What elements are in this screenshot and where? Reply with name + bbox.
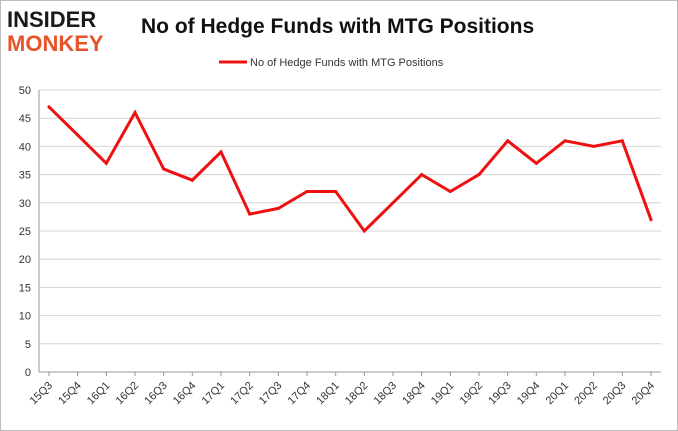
x-tick-label: 18Q3	[372, 380, 400, 408]
chart-title: No of Hedge Funds with MTG Positions	[141, 15, 535, 38]
y-tick-label: 20	[19, 254, 31, 266]
x-tick-label: 20Q2	[572, 380, 600, 408]
x-tick-label: 17Q3	[257, 380, 285, 408]
data-point	[47, 105, 51, 109]
data-point	[104, 161, 108, 165]
data-point	[305, 190, 309, 194]
data-point	[133, 111, 137, 115]
data-point	[506, 139, 510, 143]
insider-monkey-logo: INSIDER MONKEY	[7, 7, 129, 57]
x-tick-label: 16Q2	[114, 380, 142, 408]
data-point	[620, 139, 624, 143]
data-point	[534, 161, 538, 165]
x-tick-label: 15Q4	[56, 380, 84, 408]
series-group	[47, 105, 653, 234]
x-tick-label: 20Q3	[601, 380, 629, 408]
data-point	[248, 212, 252, 216]
x-tick-label: 18Q4	[400, 380, 428, 408]
y-tick-label: 40	[19, 141, 31, 153]
x-tick-label: 19Q4	[515, 380, 543, 408]
x-tick-label: 17Q2	[228, 380, 256, 408]
x-tick-label: 18Q1	[314, 380, 342, 408]
y-tick-label: 50	[19, 85, 31, 97]
data-point	[162, 167, 166, 171]
x-tick-label: 18Q2	[343, 380, 371, 408]
data-point	[391, 201, 395, 205]
data-point	[563, 139, 567, 143]
logo-line-2: MONKEY	[7, 31, 104, 56]
data-point	[592, 144, 596, 148]
y-tick-label: 45	[19, 113, 31, 125]
y-tick-label: 0	[25, 367, 31, 379]
data-point	[219, 150, 223, 154]
x-tick-label: 15Q3	[28, 380, 56, 408]
data-point	[76, 133, 80, 137]
data-point	[190, 178, 194, 182]
data-point	[477, 173, 481, 177]
legend-label: No of Hedge Funds with MTG Positions	[250, 57, 444, 69]
data-point	[334, 190, 338, 194]
axes	[38, 90, 661, 373]
x-tick-label: 17Q1	[200, 380, 228, 408]
x-tick-label: 19Q1	[429, 380, 457, 408]
x-tick-label: 19Q3	[486, 380, 514, 408]
legend: No of Hedge Funds with MTG Positions	[219, 57, 444, 69]
x-tick-label: 16Q1	[85, 380, 113, 408]
x-tick-labels: 15Q3 15Q4 16Q1 16Q2 16Q3 16Q4 17Q1 17Q2 17Q3 17Q4…	[28, 372, 658, 408]
x-tick-label: 20Q1	[544, 380, 572, 408]
x-tick-label: 16Q4	[171, 380, 199, 408]
grid-lines	[39, 89, 661, 373]
y-tick-label: 30	[19, 198, 31, 210]
data-point	[448, 190, 452, 194]
x-tick-label: 19Q2	[458, 380, 486, 408]
data-point	[649, 218, 653, 222]
y-tick-labels: 0 5 10 15 20 25 30 35 40 45 50	[19, 85, 31, 379]
y-tick-label: 35	[19, 170, 31, 182]
x-tick-label: 17Q4	[286, 380, 314, 408]
logo-line-1: INSIDER	[7, 7, 97, 32]
y-tick-label: 10	[19, 311, 31, 323]
series-line	[47, 105, 653, 234]
y-tick-label: 25	[19, 226, 31, 238]
data-point	[420, 173, 424, 177]
x-tick-label: 20Q4	[630, 380, 658, 408]
y-tick-label: 15	[19, 282, 31, 294]
data-point	[362, 229, 366, 233]
data-point	[276, 206, 280, 210]
x-tick-label: 16Q3	[142, 380, 170, 408]
y-tick-label: 5	[25, 339, 31, 351]
